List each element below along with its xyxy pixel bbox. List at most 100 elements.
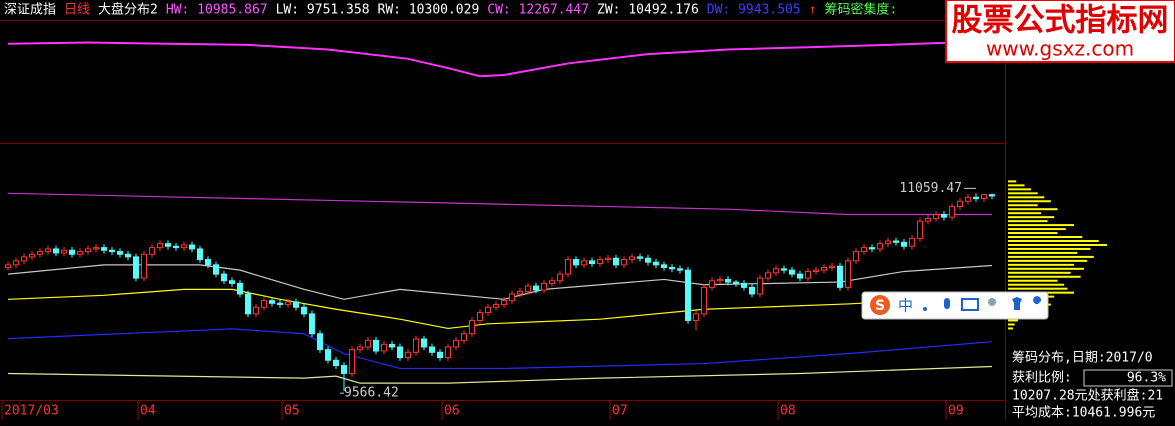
candle-body [813,269,819,272]
candle-body [197,248,203,261]
band-line [7,365,993,384]
candle-body [493,304,499,308]
candle-body [429,346,435,353]
keyboard-icon[interactable] [961,298,979,311]
candle-body [981,194,987,200]
profile-bar [1008,220,1048,223]
candle-body [909,237,915,247]
candle-body [85,248,91,253]
candle-body [389,343,395,348]
candle-body [885,240,891,245]
profile-bar [1008,287,1068,290]
candle-body [637,256,643,259]
header-item: 日线 [64,3,90,18]
candle-body [461,333,467,341]
candle-body [469,319,475,335]
candle-body [221,273,227,282]
candle-body [13,260,19,266]
candle-body [93,247,99,250]
watermark: 股票公式指标网 www.gsxz.com [945,0,1175,63]
user-icon[interactable] [988,298,996,306]
candle-body [293,301,299,308]
icon [923,307,927,311]
profile-bar [1008,216,1055,219]
candle-body [509,293,515,302]
candle-body [133,256,139,279]
ime-mode[interactable]: 中 [898,297,913,315]
candle-body [29,253,35,258]
candle-body [541,282,547,291]
profile-bar [1008,243,1107,246]
candle-body [757,277,763,295]
candle-body [253,306,259,315]
candle-body [365,339,371,348]
header-item: RW: 10300.029 [378,3,480,18]
candle-body [309,313,315,335]
annotation: 11059.47 [899,181,962,196]
candle-body [949,206,955,218]
candle-body [125,253,131,258]
profile-bar [1008,192,1038,195]
annotation: 9566.42 [344,386,399,401]
candle-body [37,251,43,255]
candle-body [397,346,403,359]
band-line [7,192,992,216]
profile-bar [1008,184,1025,187]
profile-bar [1008,259,1088,262]
candle-body [693,313,699,321]
candle-body [709,280,715,288]
profile-bar [1008,239,1099,242]
candle-body [965,196,971,202]
candle-body [941,213,947,218]
candle-body [173,245,179,249]
panel-text: 平均成本:10461.996元 [1012,406,1155,421]
candle-body [597,259,603,265]
profile-bar [1008,327,1013,330]
header-item: ↑ [809,3,817,18]
header-item: ZW: 10492.176 [597,3,699,18]
candle-body [237,282,243,295]
candle-body [917,220,923,239]
mic-icon[interactable] [944,298,950,309]
header-item: DW: 9943.505 [707,3,801,18]
candle-body [21,256,27,262]
candle-body [557,273,563,282]
profile-bar [1008,271,1071,274]
candle-body [69,249,75,255]
candle-body [149,247,155,255]
ratio-value: 96.3% [1127,371,1166,386]
candle-body [869,247,875,250]
candle-body [437,351,443,359]
candle-body [245,293,251,315]
candle-body [109,249,115,253]
candle-body [53,248,59,254]
x-tick-label: 09 [948,404,964,419]
candle-body [205,259,211,266]
x-tick-label: 04 [140,404,156,419]
profile-bar [1008,228,1066,231]
candle-body [925,217,931,222]
candle-body [589,260,595,265]
candle-body [765,272,771,279]
candle-body [733,281,739,284]
ime-toolbar[interactable]: S 中 [861,291,1049,320]
profile-bar [1008,188,1032,191]
candle-body [61,249,67,254]
candle-body [717,278,723,282]
settings-icon[interactable] [1030,296,1042,312]
candle-body [845,260,851,288]
ime-logo-letter: S [875,298,885,314]
candle-body [573,259,579,266]
x-tick-label: 07 [612,404,628,419]
candle-body [157,243,163,249]
candle-body [317,333,323,351]
profile-bar [1008,275,1081,278]
skin-icon[interactable] [1012,297,1022,310]
candle-body [261,300,267,308]
candle-body [725,278,731,283]
candle-body [141,253,147,279]
candle-body [413,338,419,353]
candle-body [973,196,979,200]
